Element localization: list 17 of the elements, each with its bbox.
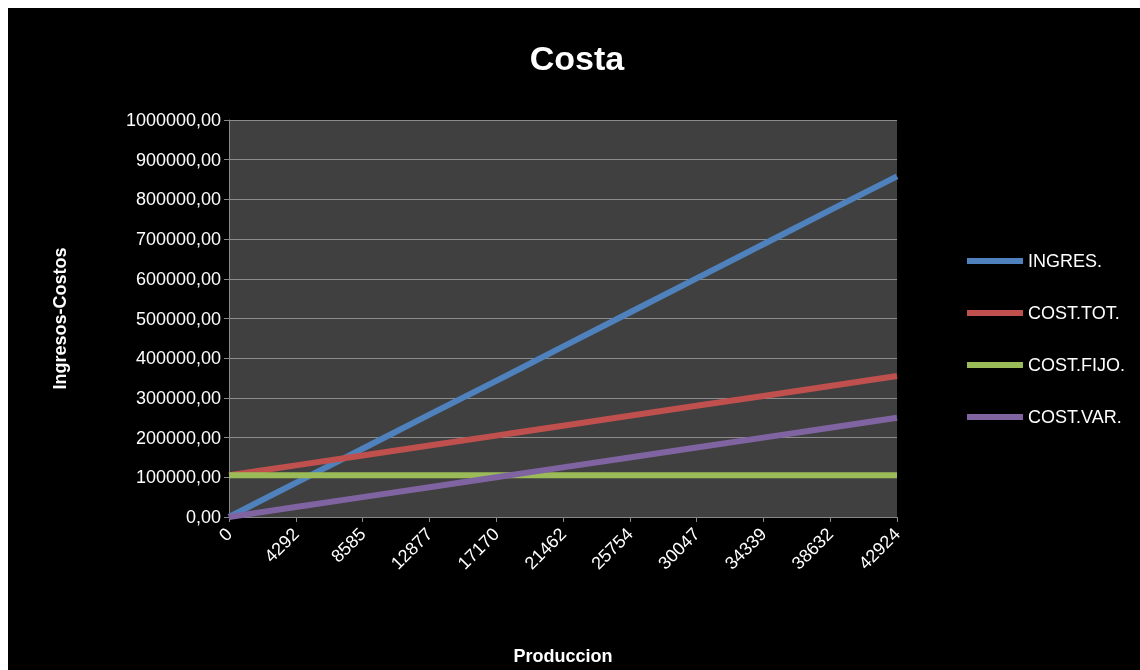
y-tick-label: 400000,00 [135,348,221,369]
y-axis-title: Ingresos-Costos [50,247,70,390]
legend-label: COST.FIJO. [1028,355,1126,375]
y-tick-label: 800000,00 [135,189,221,210]
x-axis-title: Produccion [513,646,613,666]
y-tick-label: 300000,00 [135,387,221,408]
y-tick-label: 900000,00 [135,149,221,170]
y-tick-label: 200000,00 [135,427,221,448]
y-tick-label: 600000,00 [135,268,221,289]
y-tick-label: 700000,00 [135,229,221,250]
y-tick-label: 1000000,00 [125,110,221,130]
legend-label: COST.TOT. [1028,303,1120,323]
legend-label: COST.VAR. [1028,407,1122,427]
y-tick-label: 100000,00 [135,467,221,488]
y-tick-label: 500000,00 [135,308,221,329]
legend-label: INGRES. [1028,251,1103,271]
chart-title: Costa [529,39,626,77]
